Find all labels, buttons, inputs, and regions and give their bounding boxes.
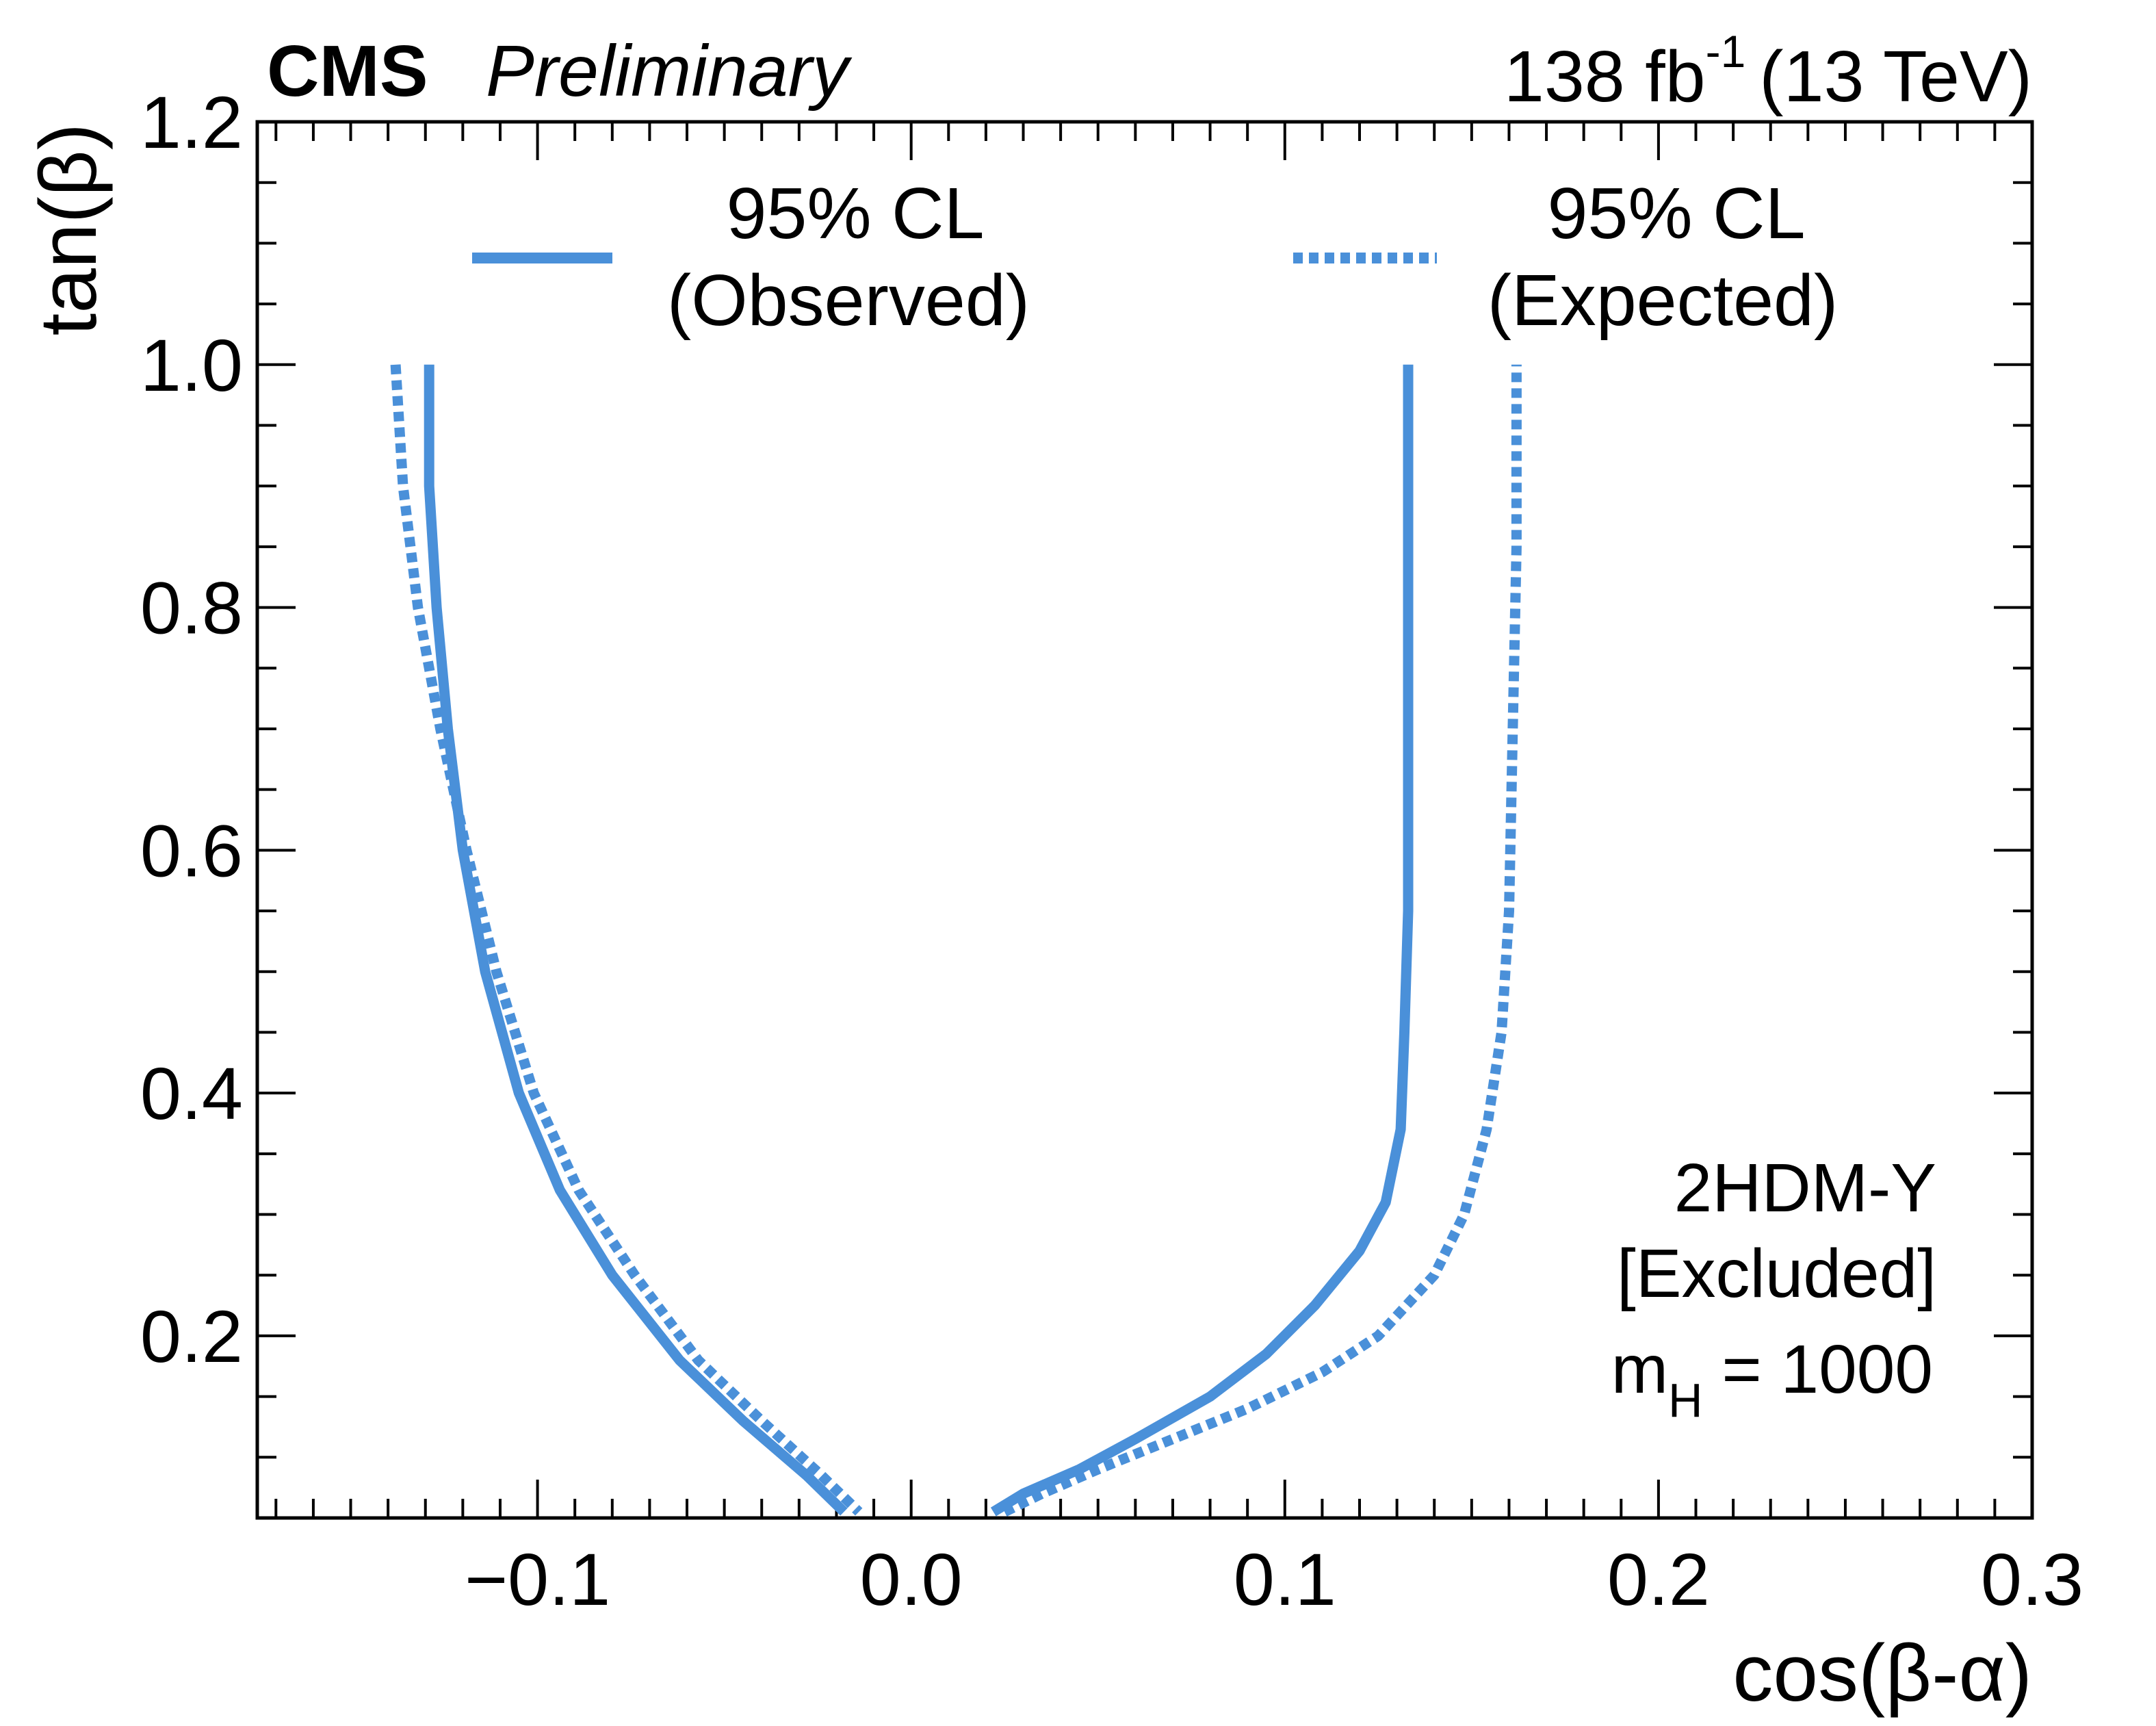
y-tick-label: 0.4 <box>140 1052 243 1135</box>
y-tick-label: 0.8 <box>140 567 243 649</box>
y-tick-label: 0.6 <box>140 809 243 892</box>
series-layer <box>390 364 1522 1517</box>
observed-contour-branch-0 <box>424 364 848 1516</box>
legend-label-expected: 95% CL <box>1547 173 1805 254</box>
observed-contour-branch-1 <box>990 364 1414 1517</box>
model-annotation: 2HDM-Y [Excluded] mH = 1000 <box>1611 1150 1936 1427</box>
x-tick-label: 0.3 <box>1981 1538 2083 1621</box>
x-tick-label: 0.2 <box>1607 1538 1710 1621</box>
x-tick-label: 0.0 <box>860 1538 963 1621</box>
x-tick-label: −0.1 <box>465 1538 610 1621</box>
legend-label-observed: 95% CL <box>726 173 984 254</box>
expected-contour-branch-1 <box>1002 364 1522 1517</box>
mass-label: mH = 1000 <box>1611 1331 1933 1427</box>
x-tick-label: 0.1 <box>1234 1538 1336 1621</box>
status-label: Preliminary <box>486 31 853 112</box>
legend-label-expected-line2: (Expected) <box>1488 260 1839 341</box>
mass-subscript: H <box>1668 1374 1703 1427</box>
axis-tick-labels: −0.1 0.0 0.1 0.2 0.3 0.2 0.4 0.6 0.8 1.0 1.2 <box>140 81 2083 1621</box>
mass-symbol: m <box>1611 1331 1668 1408</box>
x-axis-title: cos(β-α) <box>1732 1628 2032 1718</box>
legend: 95% CL (Observed) 95% CL (Expected) <box>472 173 1838 341</box>
expected-contour-branch-0 <box>390 364 863 1516</box>
mass-value: = 1000 <box>1703 1331 1933 1408</box>
plot-frame <box>255 120 2034 1520</box>
legend-label-observed-line2: (Observed) <box>667 260 1030 341</box>
y-tick-label: 1.0 <box>140 324 243 407</box>
y-tick-label: 1.2 <box>140 81 243 164</box>
energy-label: (13 TeV) <box>1759 36 2032 117</box>
region-label: [Excluded] <box>1617 1235 1936 1312</box>
luminosity-exponent: -1 <box>1706 26 1746 77</box>
luminosity-value: 138 fb <box>1504 36 1706 117</box>
y-tick-label: 0.2 <box>140 1295 243 1378</box>
model-label: 2HDM-Y <box>1674 1150 1936 1226</box>
axis-ticks <box>257 120 2034 1519</box>
y-axis-title: tan(β) <box>23 123 114 336</box>
luminosity-label: 138 fb-1 (13 TeV) <box>1504 26 2032 117</box>
experiment-label: CMS <box>267 31 428 112</box>
